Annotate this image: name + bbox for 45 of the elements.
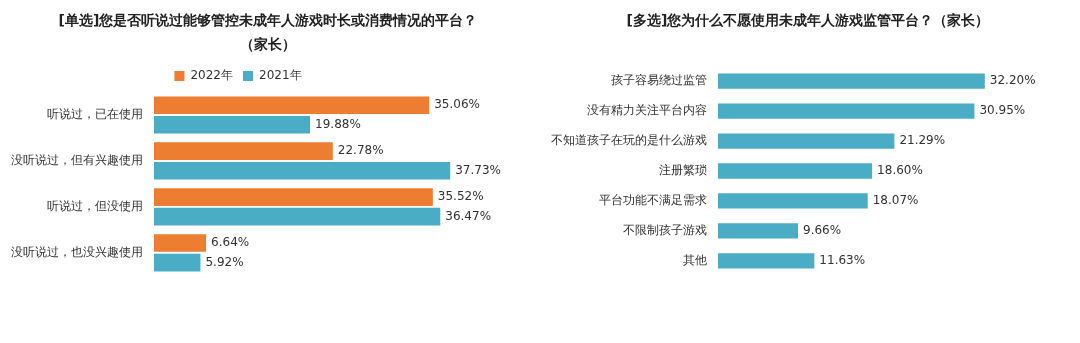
legend-label: 2021年 [259, 68, 302, 83]
y-tick-label: 不知道孩子在玩的是什么游戏 [551, 133, 707, 148]
y-tick-label: 听说过，已在使用 [47, 107, 143, 122]
data-label: 30.95% [979, 103, 1026, 118]
bar [154, 188, 433, 206]
y-tick-label: 平台功能不满足需求 [599, 193, 707, 208]
bar [154, 96, 430, 114]
bar [718, 253, 815, 269]
bar [718, 103, 975, 119]
y-tick-label: 其他 [683, 252, 707, 267]
bar [718, 133, 895, 149]
data-label: 19.88% [315, 116, 361, 131]
bar [154, 234, 207, 252]
data-label: 18.60% [877, 163, 923, 178]
data-label: 11.63% [819, 252, 866, 267]
data-label: 22.78% [337, 143, 384, 158]
data-label: 36.47% [445, 208, 492, 223]
data-label: 6.64% [211, 235, 250, 250]
data-label: 21.29% [899, 133, 946, 148]
data-label: 35.06% [434, 97, 480, 112]
bar [154, 207, 441, 226]
y-tick-label: 孩子容易绕过监管 [611, 73, 707, 88]
y-tick-label: 没听说过，但有兴趣使用 [11, 153, 143, 168]
y-tick-label: 没有精力关注平台内容 [587, 103, 707, 118]
data-label: 18.07% [872, 193, 919, 208]
bar [718, 73, 985, 89]
bar [154, 161, 451, 180]
bar [718, 163, 873, 179]
bar [718, 223, 799, 239]
data-label: 37.73% [455, 162, 501, 177]
bar [154, 142, 333, 160]
chart-title: [多选]您为什么不愿使用未成年人游戏监管平台？（家长） [625, 11, 991, 30]
chart-title: [单选]您是否听说过能够管控未成年人游戏时长或消费情况的平台？（家长） [57, 11, 479, 54]
y-tick-label: 没听说过，也没兴趣使用 [11, 244, 143, 259]
data-label: 9.66% [803, 223, 842, 238]
y-tick-label: 听说过，但没使用 [47, 199, 143, 213]
y-tick-label: 注册繁琐 [659, 163, 707, 178]
bar [718, 193, 868, 209]
data-label: 35.52% [437, 189, 484, 204]
data-label: 5.92% [205, 254, 244, 269]
bar [154, 115, 311, 134]
legend-label: 2022年 [190, 68, 234, 83]
y-tick-label: 不限制孩子游戏 [623, 223, 707, 238]
bar [154, 253, 201, 272]
data-label: 32.20% [989, 73, 1036, 88]
